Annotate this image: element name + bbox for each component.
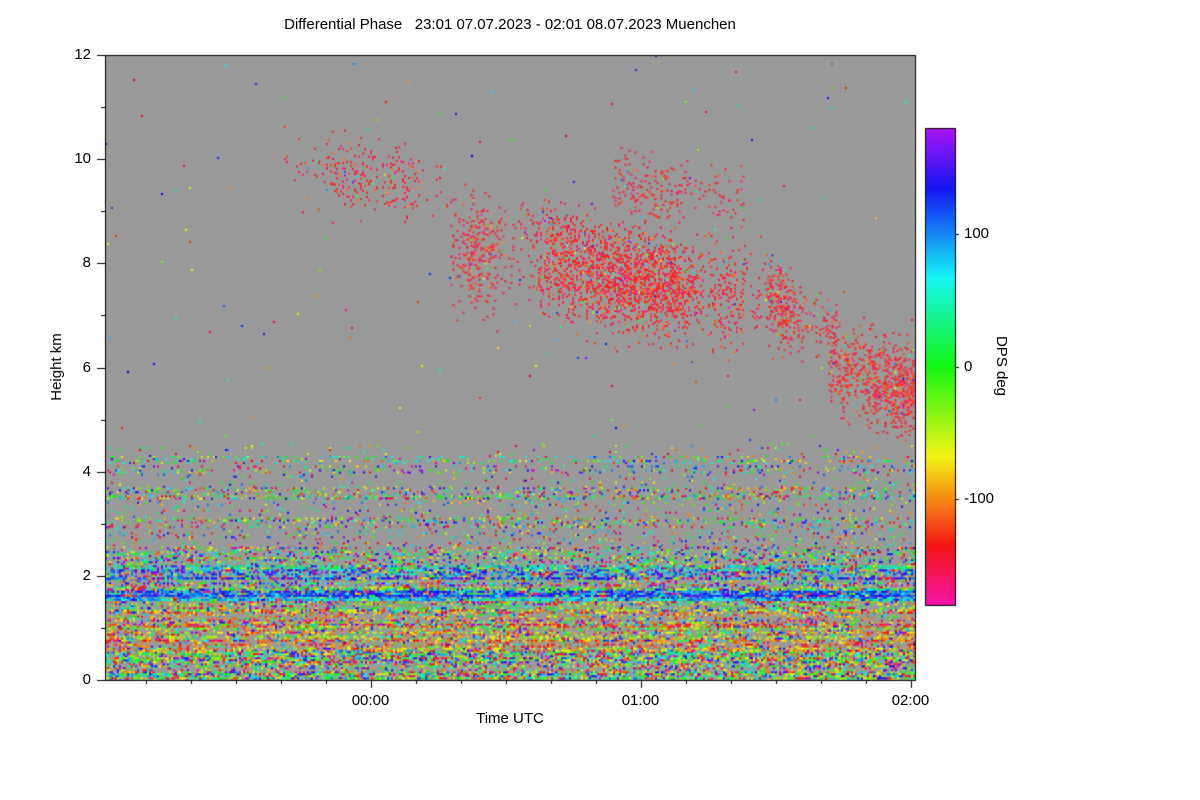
y-axis-label: Height km: [48, 333, 65, 401]
chart-title: Differential Phase 23:01 07.07.2023 - 02…: [284, 16, 736, 33]
x-axis-label: Time UTC: [476, 710, 544, 727]
colorbar-label: DPS deg: [993, 335, 1010, 397]
